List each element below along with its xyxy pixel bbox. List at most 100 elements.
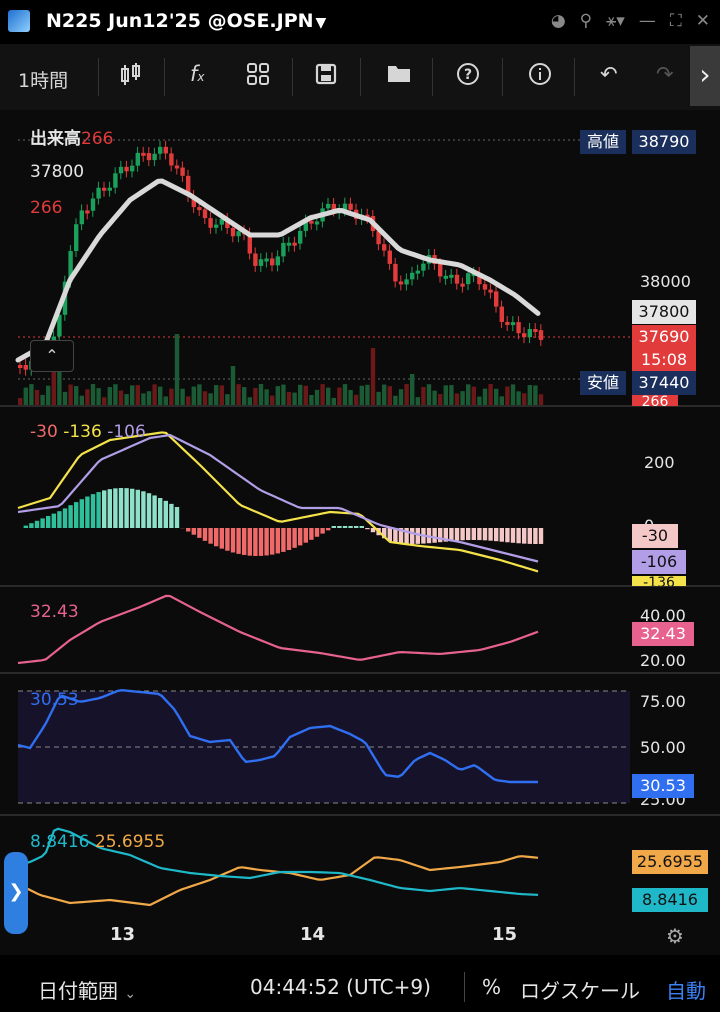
folder-icon[interactable]	[386, 62, 412, 89]
undo-icon[interactable]: ↶	[600, 62, 618, 86]
volume-bar	[180, 388, 185, 406]
volume-bar	[79, 395, 84, 406]
macd-histogram-bar	[107, 489, 112, 528]
candle	[415, 270, 420, 274]
candle	[180, 167, 185, 176]
candle	[516, 322, 521, 334]
macd-histogram-bar	[118, 488, 124, 528]
candle	[421, 263, 426, 271]
volume-bar	[118, 390, 124, 406]
macd-histogram-bar	[191, 528, 196, 535]
redo-icon[interactable]: ↷	[656, 62, 674, 86]
percent-button[interactable]: %	[482, 975, 502, 999]
pin-icon[interactable]: ⚹▾	[606, 11, 625, 31]
layout-grid-icon[interactable]	[246, 62, 270, 91]
svg-text:?: ?	[464, 67, 472, 83]
volume-bar	[96, 388, 101, 406]
volume-tag-clip: 266	[632, 395, 678, 406]
macd-hist-tag: -30	[632, 524, 678, 548]
macd-histogram-bar	[286, 528, 292, 551]
volume-bar	[298, 384, 303, 406]
candle	[286, 242, 292, 246]
volume-bar	[34, 389, 40, 406]
macd-histogram-bar	[370, 528, 376, 533]
volume-bar	[286, 391, 292, 406]
volume-bar	[130, 385, 135, 406]
macd-histogram-bar	[387, 528, 392, 542]
macd-histogram-bar	[62, 508, 68, 528]
candle	[410, 272, 415, 280]
volume-bar	[158, 386, 163, 406]
macd-histogram-bar	[449, 528, 454, 542]
candle	[376, 231, 381, 245]
candle	[331, 203, 336, 211]
volume-bar	[253, 388, 258, 406]
candle	[398, 281, 404, 285]
candle	[247, 233, 252, 254]
left-panel-toggle-icon[interactable]: ❯	[4, 852, 28, 934]
macd-histogram-bar	[124, 488, 129, 528]
interval-button[interactable]: 1時間	[18, 70, 69, 92]
candle	[219, 218, 224, 225]
macd-histogram-bar	[443, 528, 448, 542]
volume-bar	[522, 393, 527, 406]
macd-histogram-bar	[23, 525, 28, 528]
macd-histogram-bar	[230, 528, 236, 553]
macd-histogram-bar	[113, 488, 118, 528]
rsi-axis-25: 25.00	[640, 798, 694, 806]
macd-histogram-bar	[264, 528, 269, 556]
link-icon[interactable]: ⚲	[579, 11, 593, 31]
indicator-fx-icon[interactable]: fx	[190, 62, 205, 86]
log-scale-button[interactable]: ログスケール	[520, 979, 640, 1003]
macd-histogram-bar	[135, 489, 140, 528]
save-icon[interactable]	[314, 62, 338, 91]
volume-bar	[264, 389, 269, 406]
volume-bar	[141, 393, 146, 406]
macd-histogram-bar	[527, 528, 532, 544]
auto-scale-button[interactable]: 自動	[666, 979, 706, 1003]
candle	[253, 253, 258, 266]
candle	[482, 284, 488, 290]
volume-bar	[398, 389, 404, 406]
help-icon[interactable]: ?	[456, 62, 480, 91]
volume-bar	[309, 394, 314, 406]
candle	[107, 187, 112, 191]
minimize-icon[interactable]: —	[638, 11, 656, 31]
high-label-tag: 高値	[580, 130, 626, 154]
volume-bar	[342, 384, 348, 406]
macd-histogram-bar	[174, 507, 180, 528]
candlestick-icon[interactable]	[118, 62, 144, 93]
volume-bar	[460, 391, 465, 406]
volume-bar	[426, 384, 432, 406]
caret-down-icon[interactable]: ▼	[315, 15, 327, 31]
volume-bar	[270, 395, 275, 406]
candle	[460, 283, 465, 287]
chart-area[interactable]: 出来高266 37800 266 ⌃ 高値 38790 38000 37800 …	[0, 110, 720, 955]
macd-histogram-bar	[275, 528, 280, 554]
symbol-title[interactable]: N225 Jun12'25 @OSE.JPN ▼	[46, 10, 327, 32]
candle	[449, 274, 454, 278]
chat-icon[interactable]: ◕	[550, 11, 566, 31]
info-icon[interactable]	[528, 62, 552, 91]
maximize-icon[interactable]: ⛶	[669, 11, 682, 31]
candle	[186, 175, 191, 197]
candle	[438, 264, 443, 277]
toolbar-expand-icon[interactable]: ›	[690, 46, 720, 106]
volume-bar	[516, 391, 521, 406]
volume-bar	[365, 384, 370, 406]
macd-histogram-bar	[74, 502, 79, 528]
rsi-axis-50: 50.00	[640, 738, 686, 757]
close-icon[interactable]: ✕	[695, 11, 710, 31]
macd-histogram-bar	[309, 528, 314, 540]
candle	[538, 330, 544, 340]
volume-bar	[275, 386, 280, 406]
countdown-tag: 15:08	[632, 348, 696, 372]
settings-gear-icon[interactable]: ⚙	[666, 924, 684, 948]
macd-histogram-bar	[365, 528, 370, 530]
title-bar: N225 Jun12'25 @OSE.JPN ▼ ◕ ⚲ ⚹▾ — ⛶ ✕	[0, 0, 720, 44]
volume-bar	[510, 384, 516, 406]
chart-canvas[interactable]	[0, 110, 720, 955]
collapse-legend-icon[interactable]: ⌃	[30, 340, 74, 372]
date-range-button[interactable]: 日付範囲 ⌄	[38, 979, 137, 1003]
candle	[264, 258, 269, 262]
